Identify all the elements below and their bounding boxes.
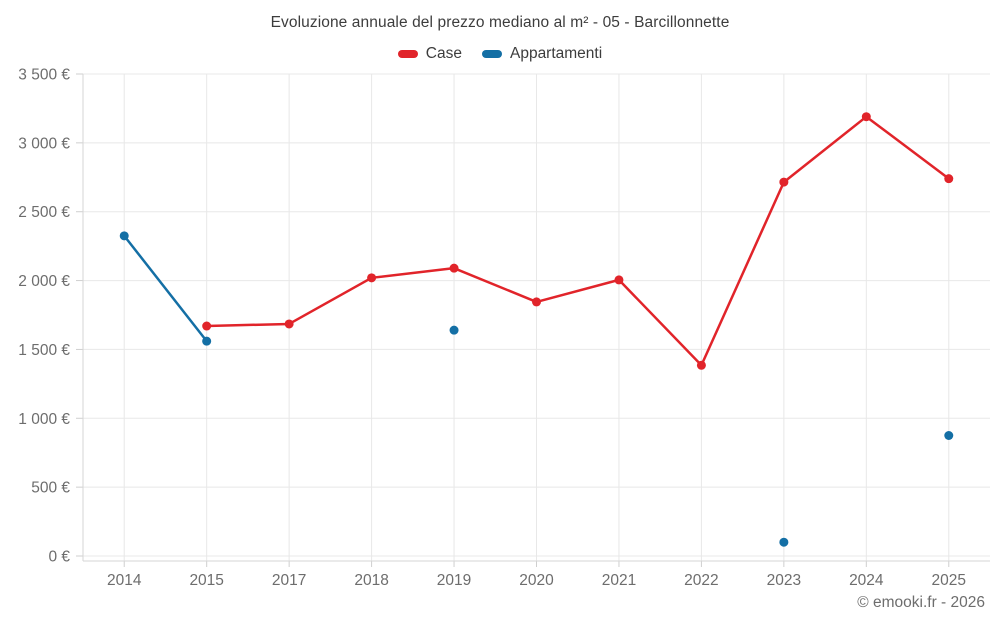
x-tick-label: 2023	[767, 572, 801, 589]
data-point-appartamenti-2019[interactable]	[449, 325, 459, 335]
y-tick-label: 1 000 €	[18, 411, 70, 428]
x-tick-label: 2014	[107, 572, 142, 589]
y-tick-label: 500 €	[31, 480, 70, 497]
data-point-case-2017[interactable]	[284, 319, 294, 329]
x-tick-label: 2021	[602, 572, 636, 589]
x-tick-label: 2015	[189, 572, 223, 589]
data-point-case-2015[interactable]	[202, 321, 212, 331]
data-point-case-2025[interactable]	[944, 174, 954, 184]
attribution: © emooki.fr - 2026	[857, 594, 985, 611]
series-line-appartamenti	[122, 234, 208, 343]
data-point-case-2018[interactable]	[367, 273, 377, 283]
x-tick-label: 2020	[519, 572, 554, 589]
data-point-case-2024[interactable]	[861, 112, 871, 122]
x-tick-label: 2017	[272, 572, 306, 589]
x-tick-label: 2019	[437, 572, 471, 589]
x-tick-label: 2022	[684, 572, 718, 589]
legend-item-appartamenti[interactable]: Appartamenti	[481, 45, 603, 63]
data-point-case-2023[interactable]	[779, 177, 789, 187]
y-tick-label: 3 500 €	[18, 67, 70, 84]
x-tick-label: 2025	[932, 572, 966, 589]
x-tick-label: 2018	[354, 572, 388, 589]
data-point-case-2020[interactable]	[532, 297, 541, 307]
data-point-appartamenti-2025[interactable]	[944, 431, 954, 440]
legend-swatch-case	[397, 50, 418, 58]
data-point-appartamenti-2015[interactable]	[202, 336, 212, 346]
data-point-case-2021[interactable]	[614, 275, 624, 285]
y-tick-label: 1 500 €	[18, 342, 70, 359]
y-tick-label: 0 €	[48, 549, 70, 566]
x-tick-label: 2024	[849, 572, 884, 589]
data-point-appartamenti-2014[interactable]	[119, 231, 129, 241]
legend-label-case: Case	[425, 45, 462, 62]
legend-item-case[interactable]: Case	[397, 45, 462, 63]
data-point-case-2022[interactable]	[696, 360, 706, 370]
y-tick-label: 2 500 €	[18, 204, 70, 221]
legend-swatch-appartamenti	[481, 50, 502, 58]
series-line-case	[205, 115, 951, 367]
legend: Case Appartamenti	[0, 45, 1000, 63]
y-tick-label: 2 000 €	[18, 273, 70, 290]
y-tick-label: 3 000 €	[18, 135, 70, 152]
chart-title: Evoluzione annuale del prezzo mediano al…	[270, 14, 730, 31]
legend-label-appartamenti: Appartamenti	[509, 45, 603, 62]
data-point-case-2019[interactable]	[449, 263, 459, 273]
data-point-appartamenti-2023[interactable]	[779, 537, 789, 547]
